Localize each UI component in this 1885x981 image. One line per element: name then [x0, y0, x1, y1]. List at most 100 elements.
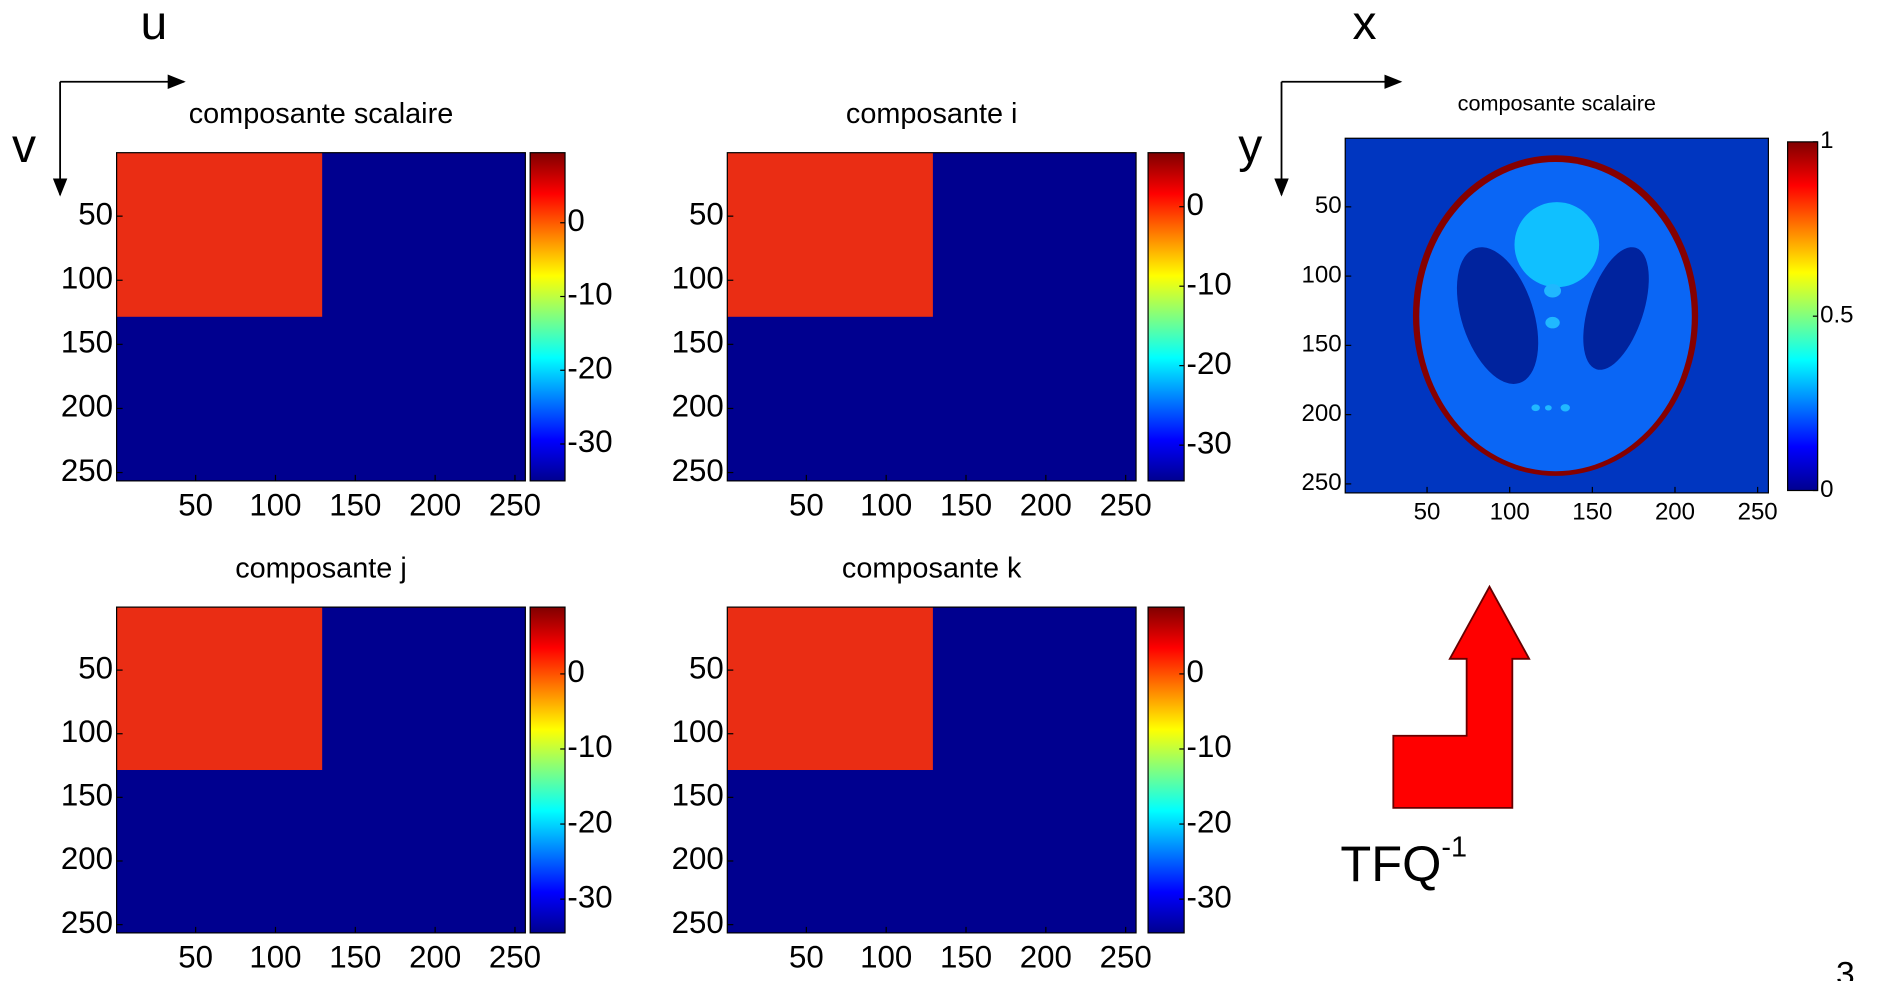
- y-tick-label: 150: [61, 778, 113, 813]
- image-low-frequency-block: [727, 152, 933, 317]
- x-tick-label: 100: [860, 488, 912, 523]
- phantom-dot: [1545, 316, 1560, 329]
- colorbar-tick-label: -30: [1187, 425, 1232, 460]
- x-tick-label: 100: [860, 940, 912, 975]
- y-tick-label: 250: [61, 905, 113, 940]
- x-tick-label: 150: [1572, 499, 1612, 526]
- y-tick-label: 200: [61, 389, 113, 424]
- axes-frame: [726, 606, 1137, 934]
- y-tick-label: 50: [78, 650, 113, 685]
- plot-title: composante scalaire: [1458, 90, 1656, 115]
- y-tick-label: 200: [672, 389, 724, 424]
- y-tick-label: 150: [672, 778, 724, 813]
- colorbar-tick-label: -10: [1187, 729, 1232, 764]
- image: [116, 607, 526, 933]
- colorbar-tick-label: -10: [1187, 266, 1232, 301]
- colorbar: [1147, 152, 1185, 482]
- axis-name-x: x: [1352, 0, 1376, 50]
- colorbar-tick-label: 0: [1820, 476, 1833, 503]
- arrow-label-text: TFQ: [1340, 835, 1441, 892]
- y-tick-label: 150: [672, 325, 724, 360]
- y-tick-label: 200: [672, 841, 724, 876]
- colorbar-tick-label: 1: [1820, 127, 1833, 154]
- phantom-circle: [1514, 202, 1600, 288]
- colorbar-tick-label: -20: [1187, 804, 1232, 839]
- y-tick-label: 250: [1302, 469, 1342, 496]
- colorbar-tick-label: -10: [567, 729, 612, 764]
- x-tick-label: 200: [1655, 499, 1695, 526]
- plot-title: composante i: [846, 98, 1018, 130]
- x-tick-label: 150: [940, 488, 992, 523]
- colorbar-tick-label: 0: [1187, 187, 1204, 222]
- plot: composante i 50 100 150 200 250 50 100 150 200 250…: [672, 98, 1232, 523]
- y-tick-label: 100: [672, 714, 724, 749]
- x-tick-label: 250: [1100, 940, 1152, 975]
- x-tick-label: 150: [940, 940, 992, 975]
- colorbar-tick-label: -20: [1187, 346, 1232, 381]
- x-tick-label: 250: [1100, 488, 1152, 523]
- axis-name-v: v: [12, 119, 36, 173]
- x-tick-label: 250: [1738, 499, 1778, 526]
- y-tick-label: 50: [1315, 192, 1342, 219]
- x-tick-label: 200: [409, 488, 461, 523]
- x-tick-label: 50: [178, 940, 213, 975]
- axis-name-u: u: [141, 0, 168, 50]
- plot: composante scalaire 50 100 150 200 250 50 100 15…: [1302, 90, 1854, 525]
- phantom-dot: [1531, 404, 1540, 412]
- y-tick-label: 250: [61, 453, 113, 488]
- plot: composante k 50 100 150 200 250 50 100 150 200 250…: [672, 552, 1232, 974]
- x-tick-label: 150: [329, 488, 381, 523]
- plot: composante scalaire 50 100 150 200 250 50 100 15…: [61, 98, 613, 523]
- image-low-frequency-block: [116, 607, 323, 771]
- image-low-frequency-block: [116, 152, 323, 317]
- axis-name-y: y: [1238, 119, 1262, 173]
- frequency-axes-arrows: [52, 74, 1403, 197]
- colorbar: [1147, 606, 1185, 934]
- phantom-brain: [1419, 162, 1692, 472]
- colorbar-tick-label: -20: [567, 804, 612, 839]
- image-low-frequency-block: [727, 607, 933, 771]
- colorbar-tick-label: 0: [567, 203, 584, 238]
- y-tick-label: 200: [61, 841, 113, 876]
- x-tick-label: 200: [1020, 940, 1072, 975]
- phantom-dot: [1544, 405, 1552, 411]
- image: [116, 152, 526, 481]
- y-tick-label: 50: [78, 196, 113, 231]
- x-tick-label: 100: [249, 940, 301, 975]
- plot: composante j 50 100 150 200 250 50 100 150 200 250…: [61, 552, 613, 974]
- colorbar-tick-label: -20: [567, 351, 612, 386]
- y-tick-label: 200: [1302, 400, 1342, 427]
- axes-frame: [116, 606, 526, 934]
- plot-title: composante j: [235, 552, 407, 584]
- arrow-label: TFQ-1: [1340, 831, 1467, 892]
- y-tick-label: 150: [61, 325, 113, 360]
- image: [1345, 138, 1769, 493]
- x-tick-label: 50: [178, 488, 213, 523]
- y-tick-label: 100: [1302, 261, 1342, 288]
- colorbar: [529, 606, 566, 934]
- y-tick-label: 250: [672, 453, 724, 488]
- colorbar: [529, 152, 566, 482]
- arrow-label-superscript: -1: [1441, 831, 1467, 863]
- y-tick-label: 50: [689, 196, 724, 231]
- axes-frame: [726, 152, 1137, 482]
- axes-frame: [1344, 137, 1769, 494]
- x-tick-label: 150: [329, 940, 381, 975]
- y-tick-label: 50: [689, 650, 724, 685]
- image: [727, 152, 1137, 481]
- y-tick-label: 100: [61, 714, 113, 749]
- x-tick-label: 100: [1490, 499, 1530, 526]
- phantom-dot: [1544, 283, 1562, 298]
- y-tick-label: 250: [672, 905, 724, 940]
- colorbar-tick-label: -10: [567, 277, 612, 312]
- axes-frame: [116, 152, 526, 482]
- image: [727, 607, 1137, 933]
- x-tick-label: 250: [489, 940, 541, 975]
- phantom-lobe: [1583, 247, 1649, 370]
- plot-title: composante k: [842, 552, 1022, 584]
- phantom-lobe: [1456, 247, 1539, 384]
- y-tick-label: 100: [672, 260, 724, 295]
- x-tick-label: 100: [249, 488, 301, 523]
